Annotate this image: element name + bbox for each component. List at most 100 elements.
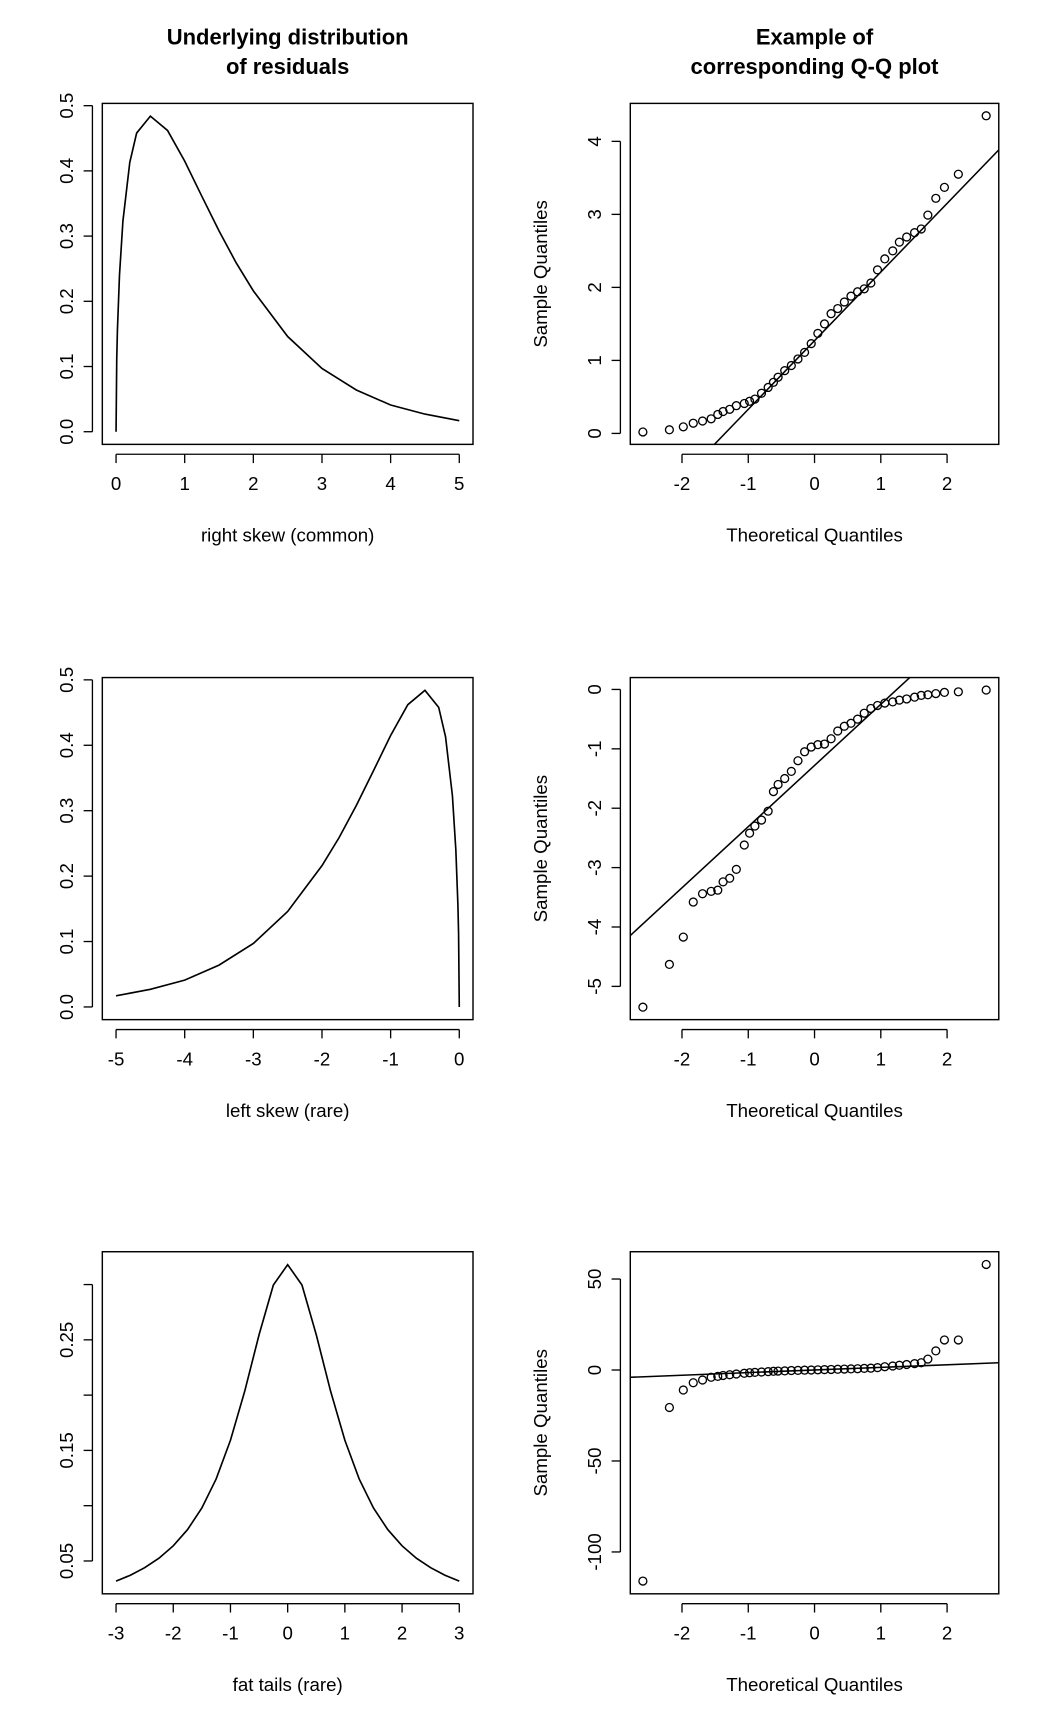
qq-point: [725, 1370, 735, 1380]
x-axis-label: left skew (rare): [226, 1100, 350, 1121]
qq-point: [744, 828, 755, 838]
qq-point: [756, 1367, 767, 1377]
qq-point: [859, 708, 869, 718]
y-tick-label: 0.4: [56, 732, 77, 758]
qq-point: [713, 1371, 723, 1381]
chart-title: Example of: [756, 24, 874, 49]
y-tick-label: 0: [584, 684, 605, 694]
qq-point: [697, 416, 708, 426]
x-tick-label: -2: [674, 1048, 691, 1069]
qq-point: [799, 347, 810, 357]
x-tick-label: 1: [876, 1048, 886, 1069]
y-tick-label: 0.0: [56, 419, 77, 445]
y-tick-label: 50: [584, 1269, 605, 1290]
y-tick-label: 0.1: [56, 929, 77, 955]
x-tick-label: -1: [222, 1622, 239, 1643]
qq-point: [916, 224, 926, 234]
qq-point: [697, 1375, 708, 1385]
x-axis-label: Theoretical Quantiles: [726, 1674, 903, 1695]
qq-point: [780, 773, 790, 784]
qq-point: [678, 1385, 688, 1395]
y-tick-label: -3: [584, 859, 605, 876]
x-tick-label: 0: [111, 473, 121, 494]
qq-point: [773, 779, 783, 790]
x-tick-label: 0: [809, 1048, 819, 1069]
qq-point: [706, 1372, 716, 1382]
qq-point: [872, 265, 883, 275]
qq-point: [902, 232, 912, 242]
x-tick-label: -5: [108, 1048, 125, 1069]
y-tick-label: -50: [584, 1447, 605, 1474]
qq-point: [880, 254, 890, 264]
qq-point: [953, 169, 963, 179]
plot-frame: [101, 102, 474, 446]
y-tick-label: -2: [584, 800, 605, 817]
x-axis-label: right skew (common): [201, 525, 374, 546]
x-tick-label: -2: [674, 473, 691, 494]
qq-point: [713, 885, 723, 895]
qq-point: [894, 237, 904, 247]
qq-point: [806, 338, 816, 349]
qq-point: [786, 360, 796, 371]
x-tick-label: 3: [317, 473, 327, 494]
qq-point: [819, 1365, 830, 1375]
qq-point: [923, 210, 933, 220]
density-curve: [115, 114, 460, 432]
plot-frame: [101, 676, 474, 1021]
qq-point: [819, 739, 830, 749]
x-tick-label: 1: [179, 473, 189, 494]
qq-point: [706, 886, 716, 896]
x-tick-label: 0: [809, 473, 819, 494]
plot-frame: [629, 102, 1000, 446]
y-tick-label: 2: [584, 282, 605, 292]
qq-point: [953, 1335, 963, 1345]
qq-point: [739, 840, 749, 850]
qq-point: [768, 786, 779, 797]
y-tick-label: 0.05: [56, 1543, 77, 1579]
y-tick-label: 0: [584, 428, 605, 438]
qq-point: [852, 1364, 863, 1374]
qq-point: [833, 1364, 843, 1374]
y-tick-label: 0.3: [56, 798, 77, 824]
qq-point: [846, 291, 856, 301]
x-tick-label: 3: [454, 1622, 464, 1643]
chart-title: Underlying distribution: [167, 24, 409, 49]
x-axis-label: Theoretical Quantiles: [726, 1100, 903, 1121]
qq-point: [786, 1365, 796, 1376]
qq-point: [888, 697, 898, 707]
qq-point: [744, 396, 755, 406]
qq-point: [819, 319, 830, 329]
chart-title: of residuals: [226, 54, 349, 79]
x-tick-label: 0: [454, 1048, 464, 1069]
qq-point: [799, 1365, 810, 1375]
x-tick-label: 1: [876, 1622, 886, 1643]
density-curve: [115, 1263, 460, 1582]
qq-point: [909, 692, 920, 702]
y-tick-label: 0.1: [56, 354, 77, 380]
x-tick-label: 0: [282, 1622, 292, 1643]
qq-point: [638, 1576, 648, 1586]
qq-point: [780, 1366, 790, 1376]
qq-point: [664, 959, 675, 970]
qq-point: [806, 1365, 816, 1375]
plot-frame: [629, 676, 1000, 1021]
x-tick-label: -2: [165, 1622, 182, 1643]
qq-point: [859, 284, 869, 294]
qq-point: [931, 193, 941, 203]
x-tick-label: 4: [385, 473, 395, 494]
qq-point: [750, 1367, 760, 1377]
qq-point: [688, 418, 698, 428]
x-tick-label: -3: [245, 1048, 262, 1069]
qq-point: [833, 303, 843, 314]
qq-point: [756, 815, 767, 825]
qq-point: [793, 756, 803, 766]
qq-point: [826, 1364, 836, 1375]
x-tick-label: 5: [454, 473, 464, 494]
qq-point: [756, 388, 767, 398]
qq-point: [678, 422, 688, 432]
y-tick-label: 0.2: [56, 288, 77, 314]
qq-point: [981, 685, 991, 695]
qq-point: [786, 766, 796, 777]
qq-point: [718, 406, 728, 417]
